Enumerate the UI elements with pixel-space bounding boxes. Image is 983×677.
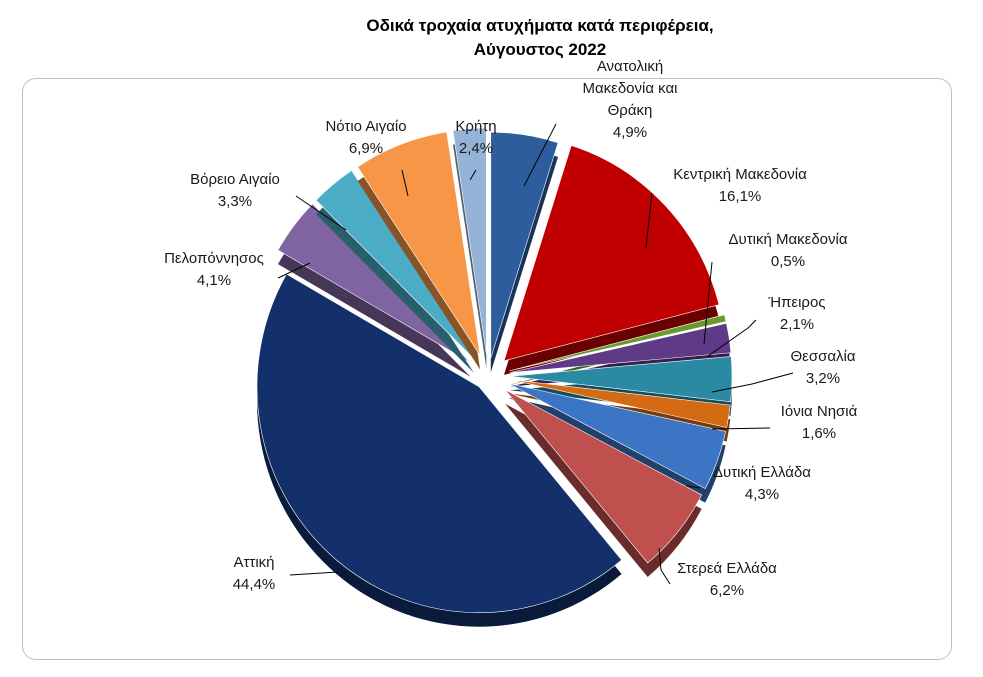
leader-line-12 xyxy=(401,169,409,197)
leader-line-2 xyxy=(645,192,653,249)
slice-value-9: 44,4% xyxy=(233,576,276,593)
pie-slice-4 xyxy=(509,322,732,373)
slice-name-2: Κεντρική Μακεδονία xyxy=(673,166,807,183)
slice-name-5: Θεσσαλία xyxy=(790,348,855,365)
slice-label-11: Βόρειο Αιγαίο 3,3% xyxy=(190,171,280,210)
slice-value-10: 4,1% xyxy=(197,272,231,289)
slice-name-1: Ανατολική xyxy=(597,58,663,75)
leader-line-7 xyxy=(685,485,701,489)
leader-line-4 xyxy=(707,319,757,357)
slice-label-2: Κεντρική Μακεδονία 16,1% xyxy=(673,166,807,205)
slice-name-8: Στερεά Ελλάδα xyxy=(677,560,777,577)
leader-line-6 xyxy=(711,427,771,430)
leader-line-11 xyxy=(295,195,347,231)
slice-name-9: Αττική xyxy=(233,554,274,571)
slice-value-4: 2,1% xyxy=(780,316,814,333)
slice-label-10: Πελοπόννησος 4,1% xyxy=(164,250,264,289)
pie-slice-13 xyxy=(452,127,487,355)
pie-slice-8 xyxy=(504,389,703,564)
slice-name-12: Νότιο Αιγαίο xyxy=(325,118,406,135)
slice-value-3: 0,5% xyxy=(771,253,805,270)
pie-slice-1 xyxy=(490,131,559,359)
slice-label-12: Νότιο Αιγαίο 6,9% xyxy=(325,118,406,157)
slice-label-6: Ιόνια Νησιά 1,6% xyxy=(781,403,858,442)
chart-title-line-1: Οδικά τροχαία ατυχήματα κατά περιφέρεια, xyxy=(366,16,714,35)
slice-value-2: 16,1% xyxy=(719,188,762,205)
slice-name-13: Κρήτη xyxy=(455,118,496,135)
slice-label-3: Δυτική Μακεδονία 0,5% xyxy=(728,231,847,270)
pie-slice-5 xyxy=(509,356,733,403)
slice-name-6: Ιόνια Νησιά xyxy=(781,403,858,420)
slice-label-1: Ανατολική Μακεδονία και Θράκη 4,9% xyxy=(582,58,677,141)
pie-slice-12 xyxy=(357,131,481,356)
slice-value-13: 2,4% xyxy=(459,140,493,157)
leader-line-8 xyxy=(658,547,671,585)
slice-value-12: 6,9% xyxy=(349,140,383,157)
slice-name-1: Θράκη xyxy=(608,102,653,119)
chart-title: Οδικά τροχαία ατυχήματα κατά περιφέρεια,… xyxy=(300,14,780,62)
slice-label-8: Στερεά Ελλάδα 6,2% xyxy=(677,560,777,599)
slice-value-5: 3,2% xyxy=(806,370,840,387)
leader-line-5 xyxy=(711,372,794,393)
pie-slice-11 xyxy=(315,170,475,360)
slice-label-13: Κρήτη 2,4% xyxy=(455,118,496,157)
leader-line-1 xyxy=(523,123,557,187)
slice-value-6: 1,6% xyxy=(802,425,836,442)
pie-slice-6 xyxy=(509,379,731,428)
pie-slice-10 xyxy=(277,203,471,363)
slice-label-7: Δυτική Ελλάδα 4,3% xyxy=(713,464,811,503)
slice-name-3: Δυτική Μακεδονία xyxy=(728,231,847,248)
chart-title-line-2: Αύγουστος 2022 xyxy=(473,40,607,59)
slice-name-1: Μακεδονία και xyxy=(582,80,677,97)
slice-name-7: Δυτική Ελλάδα xyxy=(713,464,811,481)
leader-line-3 xyxy=(703,261,713,345)
slice-name-4: Ήπειρος xyxy=(767,294,825,311)
slice-value-11: 3,3% xyxy=(218,193,252,210)
slice-label-9: Αττική 44,4% xyxy=(233,554,276,593)
slice-value-8: 6,2% xyxy=(710,582,744,599)
slice-value-1: 4,9% xyxy=(613,124,647,141)
slice-name-10: Πελοπόννησος xyxy=(164,250,264,267)
pie-slice-7 xyxy=(508,383,726,490)
slice-value-7: 4,3% xyxy=(745,486,779,503)
leader-line-13 xyxy=(469,169,477,181)
leader-line-9 xyxy=(289,571,339,576)
pie-slice-9 xyxy=(256,273,623,614)
slice-label-4: Ήπειρος 2,1% xyxy=(767,294,825,333)
leader-line-10 xyxy=(277,262,311,279)
pie-slice-3 xyxy=(509,314,727,372)
pie-slice-2 xyxy=(503,145,720,362)
slice-label-5: Θεσσαλία 3,2% xyxy=(790,348,855,387)
slice-name-11: Βόρειο Αιγαίο xyxy=(190,171,280,188)
